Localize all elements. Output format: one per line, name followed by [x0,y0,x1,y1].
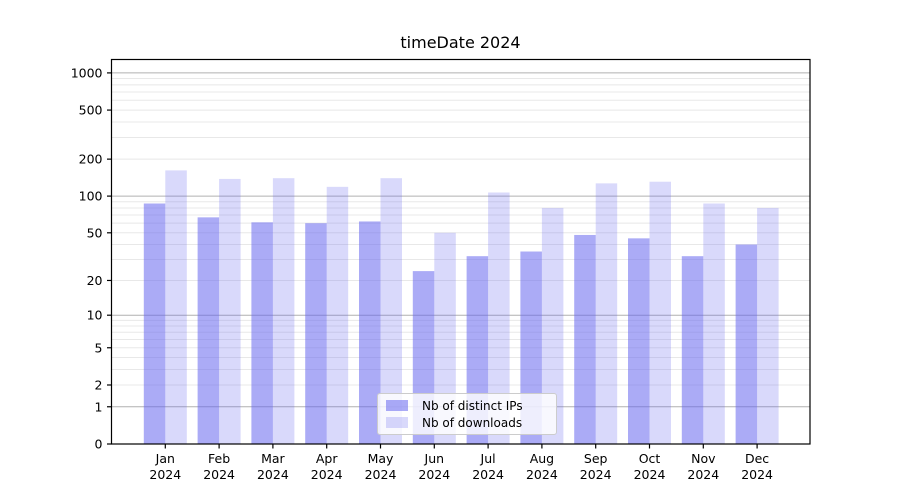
x-tick-label-month: Jan [155,451,175,466]
x-tick-label-month: Nov [691,451,716,466]
bar-distinct-ips [574,234,596,444]
x-tick-label-year: 2024 [526,467,558,482]
y-tick-label: 5 [95,340,103,355]
bar-downloads [380,178,402,444]
x-tick-label-year: 2024 [149,467,181,482]
x-tick-label-year: 2024 [472,467,504,482]
chart-title: timeDate 2024 [400,33,521,52]
x-tick-label-month: Aug [530,451,554,466]
bar-distinct-ips [359,221,381,444]
legend-swatch-distinct-ips [386,400,408,411]
x-tick-label-month: Mar [261,451,285,466]
bar-distinct-ips [305,223,327,444]
bar-downloads [541,207,564,444]
x-tick-label-month: Apr [316,451,338,466]
x-tick-label-year: 2024 [311,467,343,482]
bar-distinct-ips [681,256,704,444]
y-tick-label: 500 [79,103,103,118]
x-tick-label-year: 2024 [257,467,289,482]
bar-downloads [649,181,671,444]
y-tick-label: 0 [95,437,103,452]
bar-downloads [757,207,779,444]
bar-downloads [488,192,510,444]
bar-downloads [165,170,187,445]
bar-downloads [434,232,456,444]
x-tick-label-year: 2024 [365,467,397,482]
x-tick-label-month: Feb [208,451,230,466]
x-tick-label-month: Jun [424,451,445,466]
x-tick-label-month: Dec [745,451,769,466]
legend: Nb of distinct IPs Nb of downloads [377,393,557,435]
y-tick-label: 1000 [71,65,103,80]
y-tick-label: 200 [79,152,103,167]
x-tick-label-month: Jul [480,451,496,466]
x-tick-label-year: 2024 [687,467,719,482]
bar-distinct-ips [628,238,650,444]
x-tick-label-year: 2024 [580,467,612,482]
legend-item-downloads: Nb of downloads [386,416,556,430]
bar-downloads [703,203,725,444]
x-tick-label-month: Sep [584,451,608,466]
bar-downloads [272,178,295,444]
x-tick-label-year: 2024 [418,467,450,482]
y-tick-label: 100 [79,189,103,204]
x-tick-label-month: May [368,451,394,466]
x-tick-label-year: 2024 [741,467,773,482]
bar-distinct-ips [251,222,273,444]
x-tick-label-month: Oct [639,451,661,466]
axis-spines [110,58,811,445]
legend-swatch-downloads [386,417,408,428]
y-tick-label: 10 [87,308,103,323]
legend-label-distinct-ips: Nb of distinct IPs [422,398,523,413]
bar-downloads [595,183,618,444]
bar-distinct-ips [735,244,758,444]
bar-downloads [326,186,349,445]
y-tick-label: 50 [87,225,103,240]
bar-distinct-ips [197,217,220,444]
y-tick-label: 1 [95,399,103,414]
y-tick-label: 2 [95,377,103,392]
y-tick-label: 20 [87,273,103,288]
x-tick-label-year: 2024 [634,467,666,482]
legend-label-downloads: Nb of downloads [422,415,523,430]
legend-item-distinct-ips: Nb of distinct IPs [386,399,556,413]
bar-distinct-ips [143,203,166,444]
x-tick-label-year: 2024 [203,467,235,482]
bar-downloads [219,178,241,444]
